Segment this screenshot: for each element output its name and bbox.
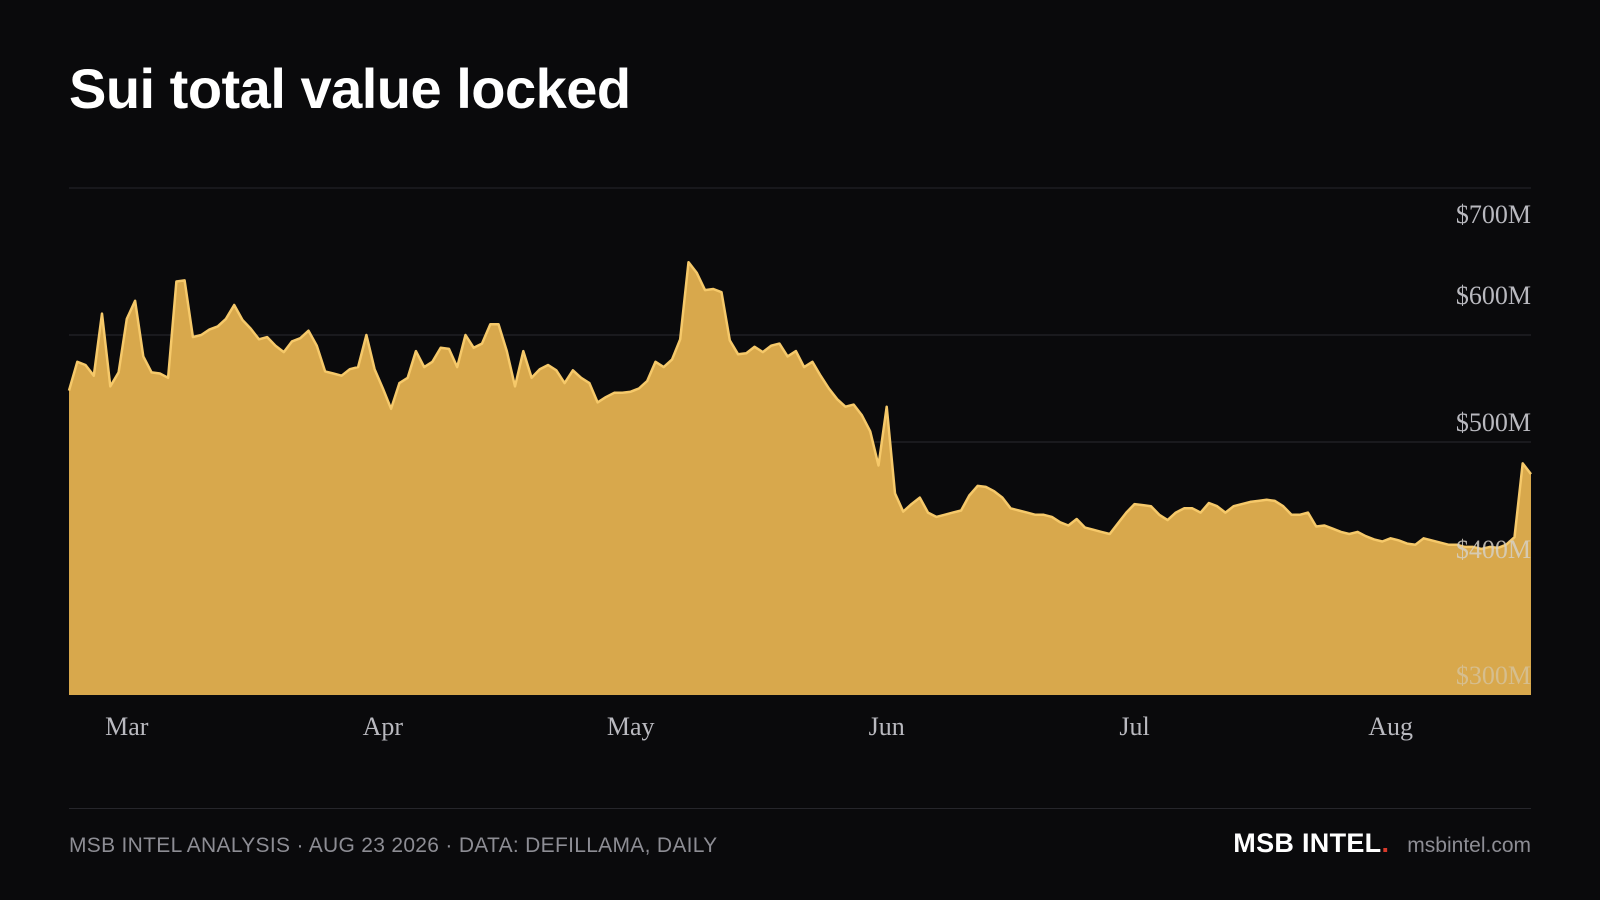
x-axis-ticks: Mar Apr May Jun Jul Aug <box>105 712 1413 741</box>
x-tick-label: Mar <box>105 712 149 741</box>
y-tick-label: $500M <box>1456 408 1531 437</box>
brand-name: MSB INTEL <box>1233 828 1382 858</box>
footer-brand-block: MSB INTEL. msbintel.com <box>1233 828 1531 859</box>
y-tick-label: $400M <box>1456 535 1531 564</box>
tvl-series-line <box>67 260 1532 551</box>
tvl-area-fill <box>69 262 1531 695</box>
y-tick-label: $600M <box>1456 281 1531 310</box>
y-axis-ticks: $300M $400M $500M $600M $700M <box>1456 200 1531 690</box>
x-tick-label: May <box>607 712 655 741</box>
footer-source-note: MSB INTEL ANALYSIS · AUG 23 2026 · DATA:… <box>69 834 718 857</box>
x-tick-label: Apr <box>363 712 404 741</box>
footer-divider <box>69 808 1531 809</box>
y-tick-label: $300M <box>1456 661 1531 690</box>
chart-title: Sui total value locked <box>69 57 631 120</box>
x-tick-label: Aug <box>1368 712 1413 741</box>
x-tick-label: Jun <box>869 712 905 741</box>
brand-dot: . <box>1381 828 1390 858</box>
y-tick-label: $700M <box>1456 200 1531 229</box>
tvl-area-chart: $300M $400M $500M $600M $700M Mar Apr May Jun Ju… <box>67 187 1532 741</box>
brand-logo: MSB INTEL. <box>1233 828 1389 859</box>
site-link[interactable]: msbintel.com <box>1407 834 1531 857</box>
x-tick-label: Jul <box>1119 712 1149 741</box>
